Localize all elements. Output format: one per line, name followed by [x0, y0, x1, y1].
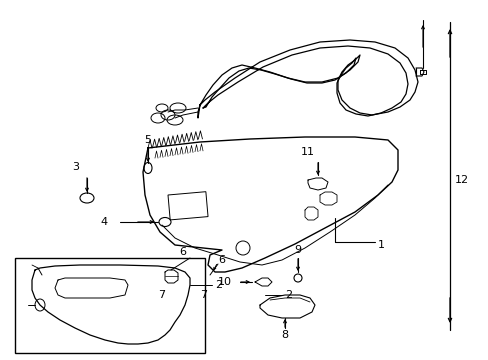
Text: 7: 7 — [158, 290, 165, 300]
Text: 6: 6 — [179, 247, 186, 257]
Bar — [15, 258, 204, 353]
Bar — [168, 192, 207, 220]
Text: 6: 6 — [218, 255, 224, 265]
Text: 7: 7 — [200, 290, 207, 300]
Text: 8: 8 — [281, 330, 288, 340]
Text: 9: 9 — [294, 245, 301, 255]
Text: 3: 3 — [72, 162, 79, 172]
Text: 10: 10 — [218, 277, 231, 287]
Text: 1: 1 — [377, 240, 384, 250]
Text: 11: 11 — [301, 147, 314, 157]
Text: 5: 5 — [144, 135, 151, 145]
Text: 4: 4 — [100, 217, 107, 227]
Text: 2: 2 — [285, 290, 291, 300]
Text: 2: 2 — [215, 280, 222, 290]
Text: 12: 12 — [454, 175, 468, 185]
